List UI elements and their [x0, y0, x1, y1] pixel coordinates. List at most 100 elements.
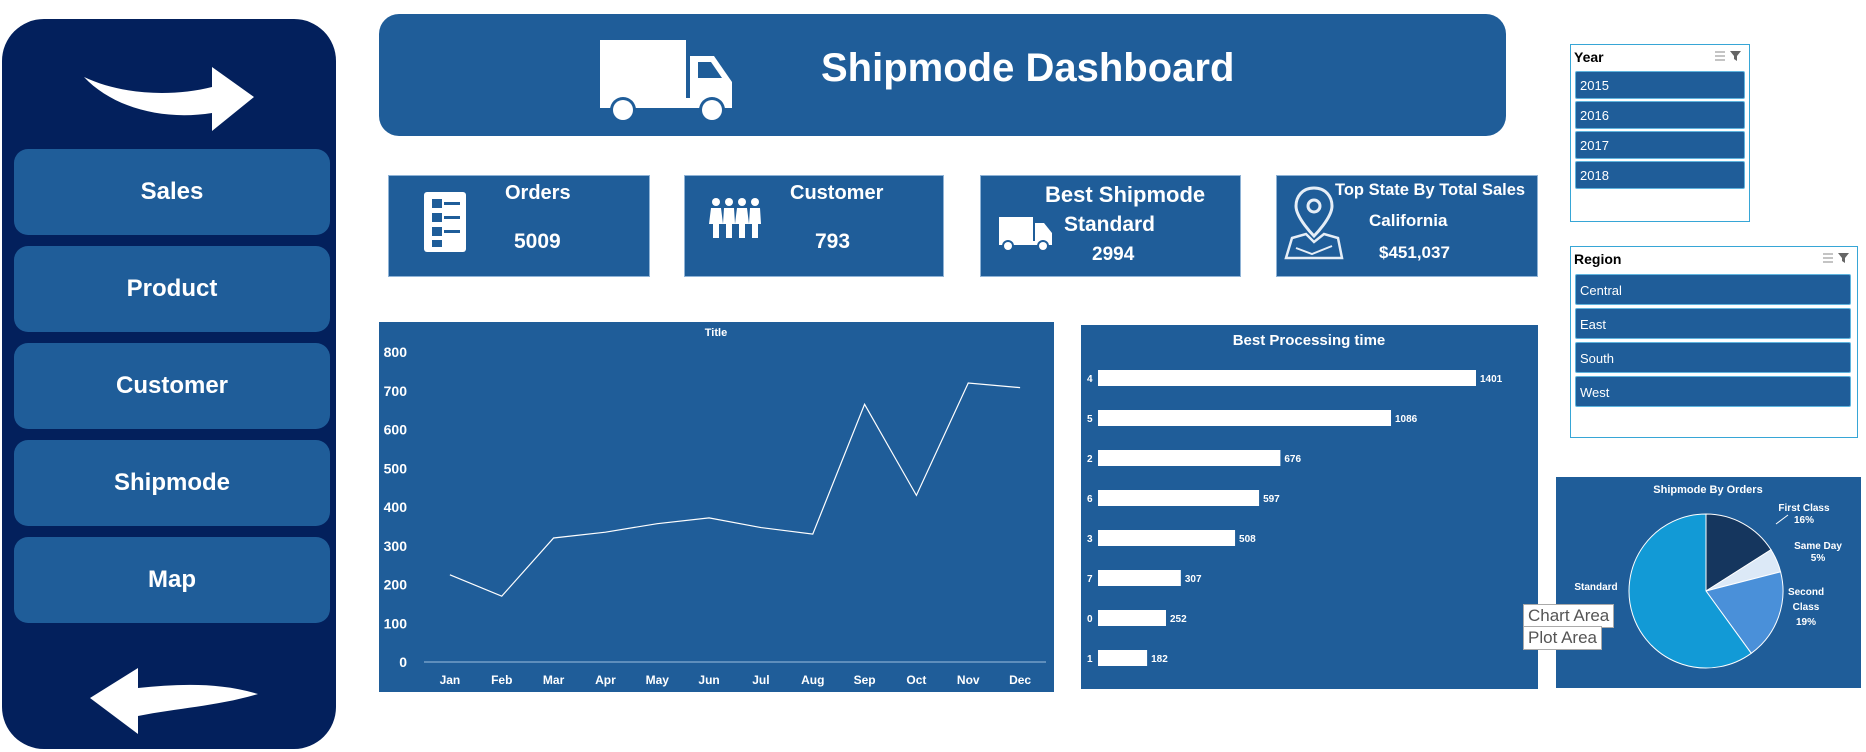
bar [1098, 410, 1392, 426]
location-pin-icon [1284, 186, 1344, 260]
bar-value-label: 1401 [1480, 374, 1503, 385]
kpi-value: 5009 [514, 230, 561, 253]
slicer-icons [1823, 253, 1849, 263]
slicer-item-central[interactable]: Central [1575, 274, 1851, 305]
people-icon [709, 198, 761, 238]
bar-chart: Best Processing time 4 1401 5 1086 2 676 6 597 3 5… [1087, 332, 1503, 666]
nav-button-map[interactable]: Map [14, 537, 330, 623]
bar [1098, 370, 1476, 386]
nav-label: Map [148, 566, 196, 593]
nav-label: Sales [140, 178, 204, 205]
slicer-icons [1715, 51, 1741, 61]
nav-button-sales[interactable]: Sales [14, 149, 330, 235]
bar-category-label: 0 [1087, 614, 1093, 625]
x-tick-label: Apr [595, 673, 616, 687]
slicer-item-south[interactable]: South [1575, 342, 1851, 373]
leader-line [1775, 514, 1789, 525]
kpi-subvalue: Standard [1064, 213, 1156, 236]
kpi-value: 2994 [1092, 244, 1135, 265]
bar-category-label: 6 [1087, 494, 1093, 505]
kpi-label: Top State By Total Sales [1335, 181, 1526, 199]
y-tick-label: 300 [384, 538, 408, 554]
pie-label: First Class [1778, 503, 1830, 514]
kpi-card-top-state: Top State By Total Sales California $451… [1276, 175, 1538, 277]
bar-category-label: 1 [1087, 654, 1093, 665]
nav-button-customer[interactable]: Customer [14, 343, 330, 429]
y-tick-label: 800 [384, 344, 408, 360]
pie-chart-panel[interactable]: Shipmode By Orders First Class 16% Same Day… [1556, 477, 1861, 688]
line-chart: Title 0 100 200 300 400 500 600 700 800 Jan Feb Mar A… [384, 327, 1046, 687]
slicer-item-2016[interactable]: 2016 [1575, 101, 1745, 129]
x-tick-label: May [646, 673, 670, 687]
x-tick-label: Mar [543, 673, 565, 687]
slicer-region: Region Central East South West [1570, 246, 1858, 438]
slicer-item-east[interactable]: East [1575, 308, 1851, 339]
bar-value-label: 676 [1284, 454, 1301, 465]
truck-icon [600, 40, 732, 123]
nav-button-shipmode[interactable]: Shipmode [14, 440, 330, 526]
pie-percent: 5% [1811, 553, 1826, 564]
slicer-title: Region [1574, 251, 1622, 267]
nav-label: Customer [115, 372, 229, 399]
slicer-item-2017[interactable]: 2017 [1575, 131, 1745, 159]
pie-slice [1705, 513, 1772, 592]
bar [1098, 530, 1236, 546]
line-series [449, 382, 1021, 597]
x-tick-label: Dec [1009, 673, 1031, 687]
tooltip-chart-area: Chart Area [1523, 604, 1615, 628]
x-tick-label: Jan [440, 673, 461, 687]
chart-title: Shipmode By Orders [1653, 484, 1762, 496]
chart-title: Title [705, 327, 727, 339]
multi-select-icon [1715, 51, 1725, 61]
slicer-item-2015[interactable]: 2015 [1575, 71, 1745, 99]
multi-select-icon [1823, 253, 1833, 263]
y-tick-label: 400 [384, 499, 408, 515]
kpi-value: $451,037 [1379, 243, 1450, 262]
pie-label: Class [1793, 602, 1820, 613]
bar [1098, 570, 1181, 586]
x-tick-label: Oct [906, 673, 926, 687]
clear-filter-icon [1730, 51, 1741, 61]
nav-label: Shipmode [113, 469, 230, 496]
line-chart-panel[interactable]: Title 0 100 200 300 400 500 600 700 800 Jan Feb Mar A… [379, 322, 1054, 692]
slicer-title: Year [1574, 49, 1604, 65]
x-tick-label: Nov [957, 673, 980, 687]
x-tick-label: Jul [752, 673, 769, 687]
y-tick-label: 0 [399, 654, 407, 670]
x-tick-label: Jun [698, 673, 719, 687]
forward-arrow-icon[interactable] [82, 47, 262, 131]
kpi-card-customer: Customer 793 [684, 175, 944, 277]
kpi-label: Best Shipmode [1045, 182, 1206, 207]
y-tick-label: 500 [384, 460, 408, 476]
nav-label: Product [126, 275, 218, 302]
sidebar-nav: Sales Product Customer Shipmode Map [2, 19, 336, 749]
bar-value-label: 1086 [1395, 414, 1418, 425]
pie-percent: 16% [1794, 515, 1814, 526]
y-tick-label: 600 [384, 422, 408, 438]
pie-slice [1705, 571, 1784, 654]
bar-chart-panel[interactable]: Best Processing time 4 1401 5 1086 2 676 6 597 3 5… [1081, 325, 1538, 689]
bar-category-label: 4 [1087, 374, 1093, 385]
back-arrow-icon[interactable] [88, 654, 260, 736]
pie-slice [1628, 513, 1752, 669]
kpi-value: 793 [815, 230, 851, 253]
x-tick-label: Sep [854, 673, 876, 687]
bar [1098, 490, 1260, 506]
kpi-card-orders: Orders 5009 [388, 175, 650, 277]
clear-filter-icon [1838, 253, 1849, 263]
slicer-item-west[interactable]: West [1575, 376, 1851, 407]
y-tick-label: 200 [384, 577, 408, 593]
pie-label: Second [1788, 587, 1824, 598]
x-tick-label: Aug [801, 673, 824, 687]
bar-value-label: 508 [1239, 534, 1256, 545]
checklist-icon [424, 192, 466, 252]
bar-value-label: 307 [1185, 574, 1202, 585]
nav-button-product[interactable]: Product [14, 246, 330, 332]
pie-percent: 19% [1796, 617, 1816, 628]
pie-label: Same Day [1794, 541, 1842, 552]
bar [1098, 450, 1281, 466]
x-tick-label: Feb [491, 673, 512, 687]
slicer-item-2018[interactable]: 2018 [1575, 161, 1745, 189]
slicer-year: Year 2015 2016 2017 2018 [1570, 44, 1750, 222]
